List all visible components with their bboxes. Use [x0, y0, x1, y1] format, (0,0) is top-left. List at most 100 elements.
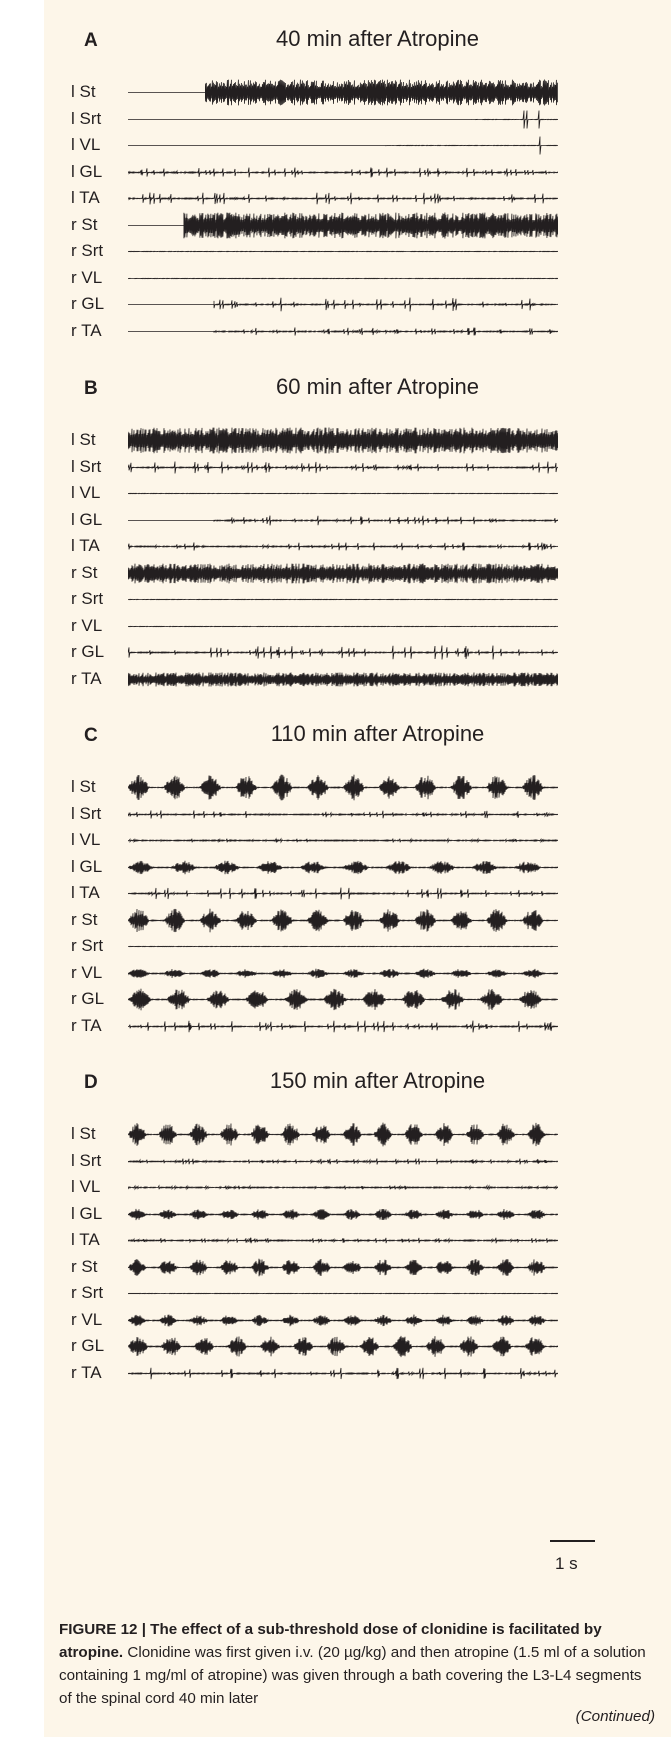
trace-label: r TA — [71, 668, 102, 688]
trace-row: l VL — [44, 479, 671, 508]
trace-row: r St — [44, 559, 671, 588]
trace-row: l VL — [44, 826, 671, 855]
trace-path — [128, 1237, 558, 1244]
trace-row: r TA — [44, 1359, 671, 1388]
emg-trace — [128, 166, 558, 178]
trace-path — [128, 860, 558, 874]
emg-trace — [128, 1122, 558, 1147]
trace-label: l VL — [71, 483, 101, 502]
emg-trace — [128, 192, 558, 205]
trace-label: r TA — [71, 320, 102, 340]
emg-trace — [128, 988, 558, 1011]
emg-trace — [128, 136, 558, 155]
trace-row: l TA — [44, 532, 671, 561]
trace-path — [128, 79, 558, 106]
emg-trace — [128, 625, 558, 627]
emg-trace — [128, 837, 558, 844]
emg-trace — [128, 645, 558, 660]
trace-path — [128, 211, 558, 239]
trace-label: l TA — [71, 1230, 100, 1249]
emg-trace — [128, 1237, 558, 1244]
trace-row: l Srt — [44, 105, 671, 134]
trace-label: r VL — [71, 962, 103, 982]
trace-row: r GL — [44, 638, 671, 667]
trace-row: l GL — [44, 1200, 671, 1229]
trace-path — [128, 809, 558, 819]
panel-letter: D — [84, 1072, 98, 1093]
panel-letter: B — [84, 378, 98, 399]
trace-label: l St — [71, 430, 96, 449]
panel-title: 150 min after Atropine — [269, 1068, 486, 1093]
trace-label: r Srt — [71, 1283, 104, 1302]
scale-bar-label: 1 s — [555, 1554, 578, 1573]
trace-path — [128, 774, 558, 801]
trace-path — [128, 136, 558, 155]
trace-label: r TA — [71, 1015, 102, 1035]
trace-label: l St — [71, 82, 96, 101]
trace-row: r VL — [44, 959, 671, 988]
trace-row: l Srt — [44, 1147, 671, 1176]
trace-path — [128, 109, 558, 129]
trace-row: r VL — [44, 1306, 671, 1335]
trace-row: r Srt — [44, 237, 671, 266]
trace-row: r St — [44, 1253, 671, 1282]
trace-row: l Srt — [44, 800, 671, 829]
trace-label: r VL — [71, 615, 103, 635]
emg-trace — [128, 598, 558, 601]
emg-trace — [128, 1292, 558, 1295]
trace-label: r Srt — [71, 936, 104, 955]
emg-trace — [128, 1208, 558, 1220]
emg-trace — [128, 211, 558, 239]
trace-row: r TA — [44, 317, 671, 346]
emg-trace — [128, 326, 558, 336]
scale-bar — [550, 1540, 595, 1542]
panel-title: 60 min after Atropine — [275, 374, 479, 399]
trace-row: l GL — [44, 853, 671, 882]
emg-trace — [128, 671, 558, 687]
trace-path — [128, 968, 558, 978]
trace-label: l GL — [71, 856, 103, 876]
trace-path — [128, 908, 558, 932]
trace-path — [128, 1258, 558, 1276]
trace-row: r VL — [44, 264, 671, 293]
trace-label: l Srt — [71, 456, 102, 476]
trace-label: l GL — [71, 509, 103, 529]
trace-label: l Srt — [71, 803, 102, 823]
trace-path — [128, 1157, 558, 1165]
trace-label: r St — [71, 1256, 98, 1276]
emg-trace — [128, 250, 558, 253]
caption-continued: (Continued) — [575, 1708, 655, 1725]
emg-trace — [128, 1157, 558, 1165]
trace-row: r GL — [44, 290, 671, 319]
emg-trace — [128, 1258, 558, 1276]
panel-title: 40 min after Atropine — [275, 26, 479, 51]
trace-path — [128, 427, 558, 454]
emg-trace — [128, 427, 558, 454]
trace-path — [128, 645, 558, 660]
trace-label: r Srt — [71, 241, 104, 260]
trace-label: l TA — [71, 188, 100, 207]
trace-label: l St — [71, 777, 96, 796]
trace-row: r TA — [44, 665, 671, 694]
trace-row: r TA — [44, 1012, 671, 1041]
trace-row: l GL — [44, 158, 671, 187]
trace-row: r Srt — [44, 585, 671, 614]
trace-row: r VL — [44, 612, 671, 641]
trace-path — [128, 460, 558, 474]
trace-path — [128, 542, 558, 551]
emg-trace — [128, 297, 558, 312]
trace-path — [128, 887, 558, 900]
trace-path — [128, 1335, 558, 1358]
trace-path — [128, 297, 558, 312]
emg-trace — [128, 860, 558, 874]
trace-path — [128, 326, 558, 336]
emg-trace — [128, 809, 558, 819]
trace-label: r GL — [71, 1336, 105, 1355]
trace-row: l St — [44, 1120, 671, 1149]
trace-row: l St — [44, 426, 671, 455]
emg-trace — [128, 542, 558, 551]
trace-label: l VL — [71, 1177, 101, 1196]
emg-trace — [128, 968, 558, 978]
trace-label: r GL — [71, 989, 105, 1008]
trace-row: l GL — [44, 506, 671, 535]
